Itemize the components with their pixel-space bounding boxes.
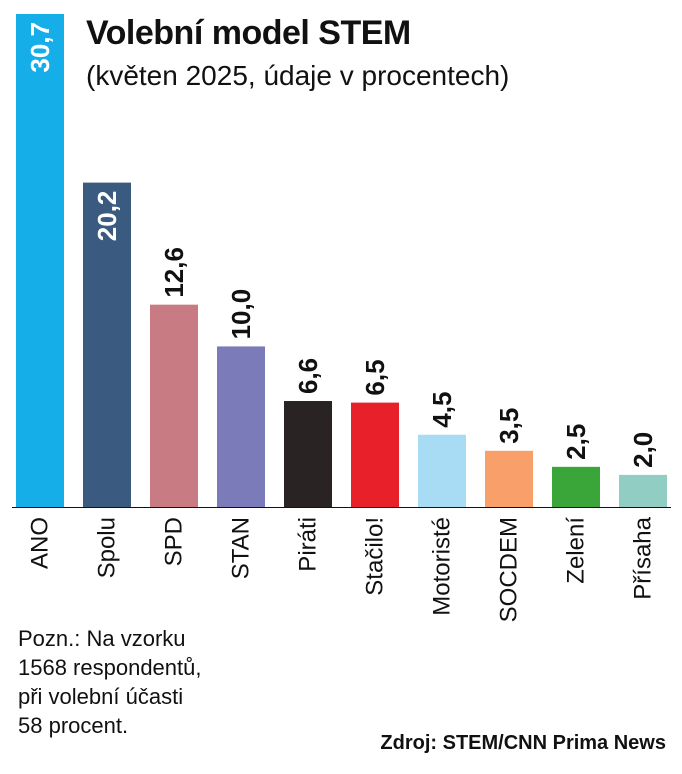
data-label: 3,5 — [494, 408, 524, 444]
data-label: 6,5 — [360, 359, 390, 395]
bar — [217, 346, 265, 507]
bar — [418, 434, 466, 507]
category-label: Stačilo! — [362, 517, 389, 596]
category-label: Zelení — [563, 517, 590, 584]
category-label: Piráti — [295, 517, 322, 572]
category-label: SPD — [161, 517, 188, 566]
category-label: Spolu — [94, 517, 121, 578]
footnote-line: Pozn.: Na vzorku — [18, 626, 186, 651]
bar — [83, 182, 131, 507]
bar — [485, 450, 533, 507]
chart-subtitle: (květen 2025, údaje v procentech) — [86, 60, 510, 91]
bar — [16, 14, 64, 507]
data-label: 2,0 — [628, 432, 658, 468]
bar — [619, 474, 667, 507]
bar — [552, 466, 600, 507]
bar — [284, 401, 332, 507]
category-label: Motoristé — [429, 517, 456, 616]
category-label: Přísaha — [630, 516, 657, 599]
data-label: 12,6 — [159, 247, 189, 298]
footnote: Pozn.: Na vzorku 1568 respondentů, při v… — [18, 624, 268, 740]
category-label: SOCDEM — [496, 517, 523, 622]
bar — [150, 304, 198, 507]
category-label: STAN — [228, 517, 255, 579]
data-label: 6,6 — [293, 358, 323, 394]
footnote-line: při volební účasti — [18, 684, 184, 709]
data-label: 4,5 — [427, 392, 457, 428]
chart-title: Volební model STEM — [86, 14, 411, 52]
data-label: 10,0 — [226, 289, 256, 340]
category-label: ANO — [27, 517, 54, 569]
footnote-line: 1568 respondentů, — [18, 655, 202, 680]
data-label: 20,2 — [92, 191, 122, 242]
source-credit: Zdroj: STEM/CNN Prima News — [380, 732, 666, 754]
data-label: 2,5 — [561, 424, 591, 460]
footnote-line: 58 procent. — [18, 713, 129, 738]
bar — [351, 402, 399, 507]
data-label: 30,7 — [25, 22, 55, 73]
